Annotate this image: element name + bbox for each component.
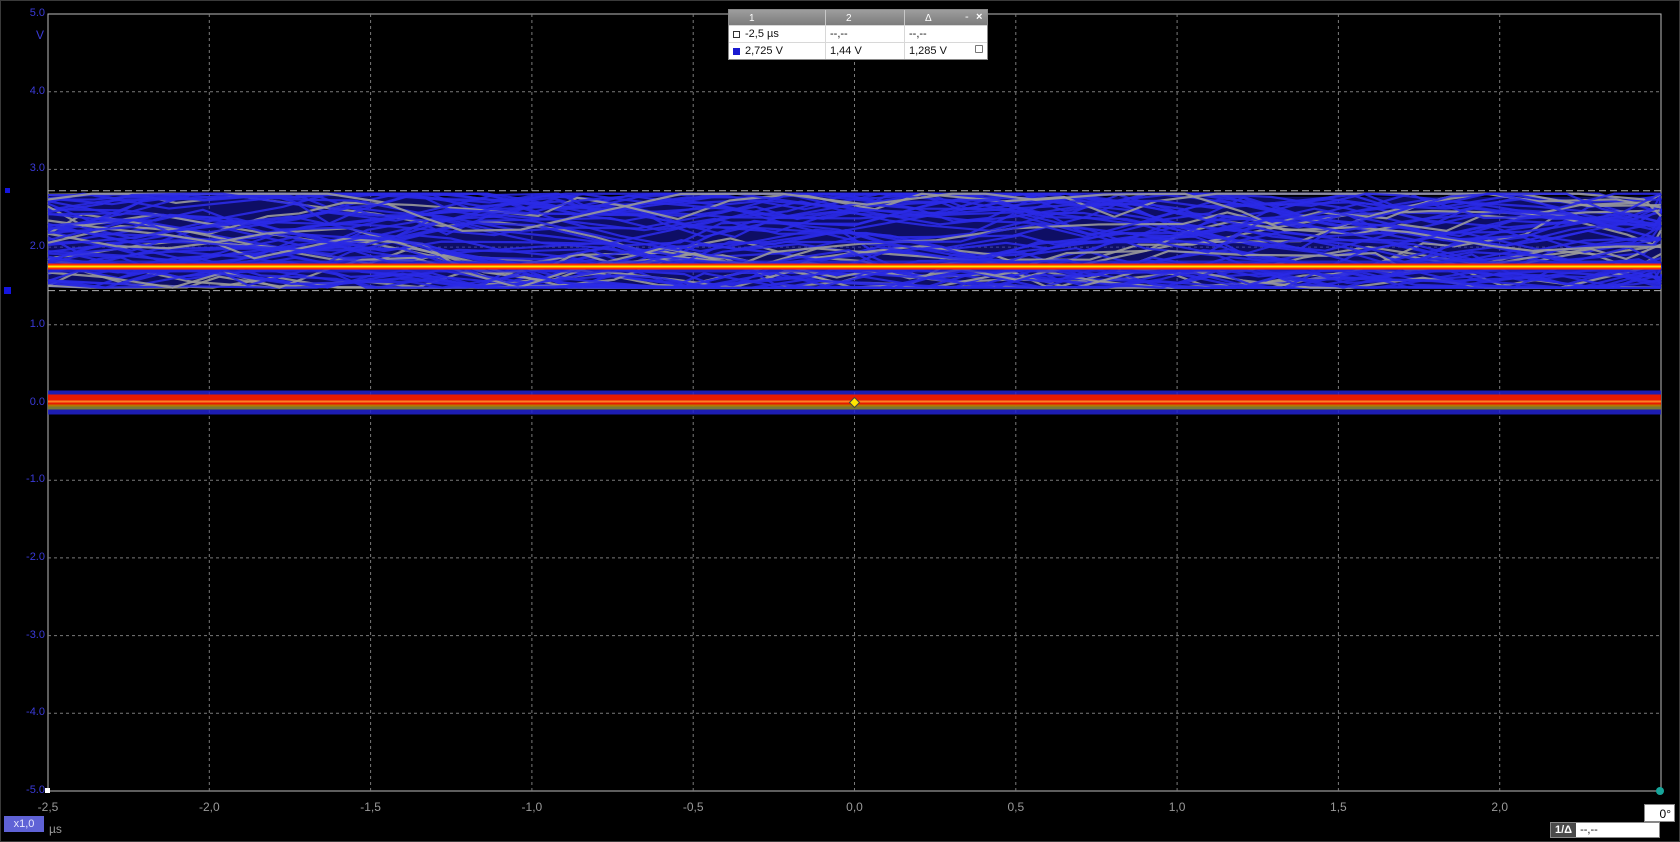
- x-tick-label: 0,5: [1007, 800, 1025, 814]
- eye-trace: [47, 246, 1662, 289]
- cursor-delta-header: Δ: [925, 13, 932, 24]
- cursor-2-side-marker[interactable]: [4, 287, 11, 294]
- y-axis-unit: V: [36, 28, 45, 42]
- angle-input[interactable]: 0°: [1644, 804, 1675, 822]
- ratio-label: 1/Δ: [1551, 823, 1577, 837]
- cursor-panel-header[interactable]: 1 2 Δ: [729, 10, 987, 25]
- eye-trace: [47, 207, 1662, 289]
- trigger-point-marker: [848, 396, 861, 409]
- time-cursor-1-value: -2,5 µs: [745, 28, 779, 40]
- time-cursor-2-value: --,--: [826, 26, 905, 42]
- frequency-ratio-box[interactable]: 1/Δ --,--: [1550, 822, 1660, 838]
- y-tick-label: -4.0: [26, 706, 45, 719]
- cursor-2-header: 2: [826, 10, 905, 25]
- noisy-signal-band: [47, 192, 1663, 289]
- cursor-1-header: 1: [729, 10, 826, 25]
- channel-a-icon: [733, 47, 740, 55]
- cursor-measurement-panel[interactable]: 1 2 Δ - × -2,5 µs --,-- --,-- 2,725 V 1,…: [728, 9, 988, 60]
- x-tick-label: -1,0: [521, 800, 543, 814]
- time-cursor-row: -2,5 µs --,-- --,--: [729, 25, 987, 42]
- x-tick-label: -0,5: [682, 800, 704, 814]
- trigger-time-handle[interactable]: [1656, 787, 1664, 795]
- x-tick-label: 1,0: [1168, 800, 1186, 814]
- close-button[interactable]: ×: [976, 11, 983, 23]
- eye-trace: [47, 233, 1661, 289]
- eye-trace: [47, 192, 1661, 235]
- x-axis-unit: µs: [49, 822, 62, 836]
- x-tick-label: 0,0: [846, 800, 863, 814]
- zoom-level-badge[interactable]: x1,0: [4, 816, 44, 832]
- y-tick-label: 5.0: [29, 7, 45, 19]
- eye-trace: [47, 192, 1662, 263]
- x-tick-label: 2,0: [1491, 800, 1509, 814]
- lock-icon[interactable]: [975, 45, 983, 53]
- y-tick-label: 3.0: [29, 162, 45, 175]
- y-tick-label: 2.0: [29, 240, 45, 253]
- y-tick-label: 4.0: [29, 84, 45, 97]
- time-cursor-handle: [45, 788, 50, 793]
- x-tick-label: -2,0: [198, 800, 220, 814]
- x-tick-label: 1,5: [1330, 800, 1347, 814]
- eye-trace: [47, 192, 1662, 289]
- voltage-cursor-2-value: 1,44 V: [826, 43, 905, 59]
- y-tick-label: -3.0: [26, 628, 45, 641]
- time-cursor-icon: [733, 30, 740, 38]
- voltage-cursor-1-value: 2,725 V: [745, 45, 783, 57]
- cursor-1-side-marker[interactable]: [5, 188, 10, 193]
- eye-trace: [47, 192, 1662, 275]
- voltage-cursor-row: 2,725 V 1,44 V 1,285 V: [729, 42, 987, 59]
- y-tick-label: 1.0: [29, 317, 45, 330]
- y-tick-label: -1.0: [26, 473, 45, 486]
- time-cursor-1-cell: -2,5 µs: [729, 26, 826, 42]
- ratio-value: --,--: [1580, 824, 1598, 836]
- persistent-level-core: [48, 265, 1661, 268]
- eye-trace: [47, 192, 1662, 252]
- voltage-delta-value: 1,285 V: [909, 45, 947, 57]
- time-delta-value: --,--: [909, 28, 927, 40]
- y-tick-label: -5.0: [26, 784, 45, 796]
- x-tick-label: -1,5: [360, 800, 381, 814]
- y-tick-label: 0.0: [29, 395, 45, 408]
- x-tick-label: -2,5: [37, 800, 59, 814]
- minimize-button[interactable]: -: [965, 11, 969, 23]
- y-tick-label: -2.0: [26, 550, 45, 563]
- voltage-cursor-1-cell: 2,725 V: [729, 43, 826, 59]
